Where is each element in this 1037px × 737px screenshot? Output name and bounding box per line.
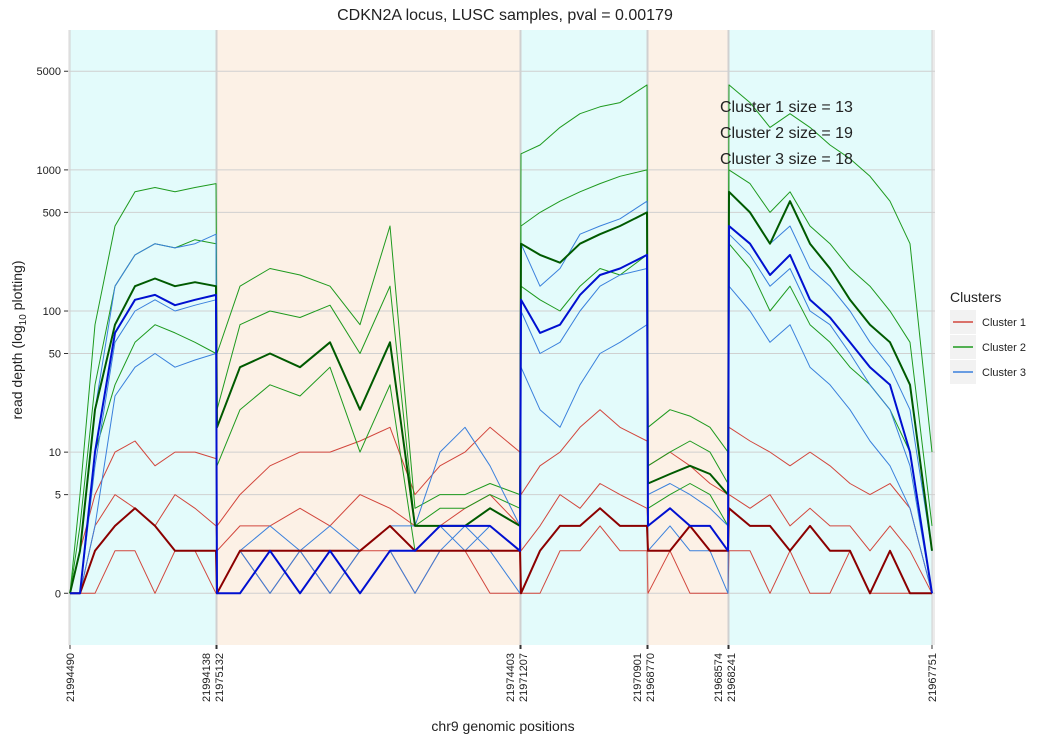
- y-tick-label: 50: [49, 349, 61, 361]
- y-label-sub: 10: [18, 314, 29, 326]
- y-label-part: read depth (log: [9, 325, 25, 419]
- x-tick-label: 21968241: [726, 653, 738, 702]
- legend-label: Cluster 1: [982, 317, 1026, 329]
- mean-line: [70, 507, 932, 595]
- x-axis-label: chr9 genomic positions: [431, 718, 574, 734]
- sample-line: [70, 525, 932, 594]
- sample-line: [69, 169, 933, 594]
- x-tick-label: 21975132: [214, 653, 226, 702]
- x-tick-label: 21974403: [505, 653, 517, 702]
- x-tick-label: 21970901: [632, 653, 644, 702]
- y-axis-label: read depth (log10 plotting): [9, 260, 29, 419]
- region-band: [728, 30, 932, 645]
- lines: [69, 84, 933, 595]
- sample-line: [70, 285, 933, 594]
- x-tick-label: 21968770: [645, 653, 657, 702]
- region-band: [216, 30, 520, 645]
- x-tick-label: 21994490: [65, 653, 77, 702]
- x-tick-label: 21968574: [713, 653, 725, 702]
- legend-label: Cluster 2: [982, 342, 1026, 354]
- y-tick-label: 5000: [37, 66, 61, 78]
- y-tick-label: 1000: [37, 165, 61, 177]
- sample-line: [69, 84, 933, 594]
- sample-line: [70, 483, 933, 594]
- x-tick-label: 21971207: [518, 653, 530, 702]
- y-tick-label: 0: [55, 588, 61, 600]
- y-tick-label: 10: [49, 447, 61, 459]
- chart-title: CDKN2A locus, LUSC samples, pval = 0.001…: [337, 7, 673, 24]
- sample-line: [69, 409, 933, 594]
- y-tick-label: 5: [55, 490, 61, 502]
- mean-line: [70, 225, 933, 595]
- annotation: Cluster 3 size = 18: [720, 151, 853, 168]
- region-band: [647, 30, 728, 645]
- annotation: Cluster 1 size = 13: [720, 99, 853, 116]
- sample-line: [70, 233, 933, 594]
- x-tick-label: 21967751: [927, 653, 939, 702]
- legend-label: Cluster 3: [982, 367, 1026, 379]
- y-tick-label: 100: [43, 306, 61, 318]
- region-band: [70, 30, 216, 645]
- x-tick-label: 21994138: [201, 653, 213, 702]
- annotation: Cluster 2 size = 19: [720, 125, 853, 142]
- sample-line: [69, 191, 933, 594]
- legend-title: Clusters: [950, 289, 1001, 305]
- region-band: [520, 30, 647, 645]
- y-label-part: plotting): [9, 260, 25, 314]
- y-tick-label: 500: [43, 207, 61, 219]
- sample-line: [70, 243, 933, 594]
- mean-line: [69, 190, 933, 594]
